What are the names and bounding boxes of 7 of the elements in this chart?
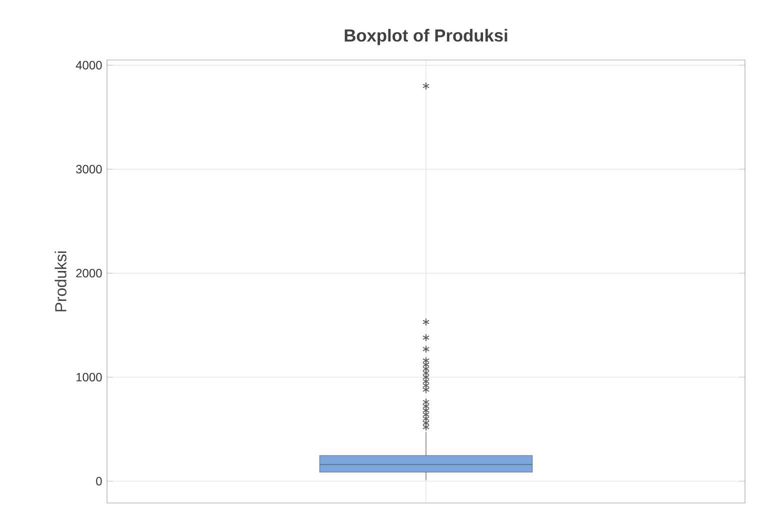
chart-title: Boxplot of Produksi — [344, 28, 508, 46]
y-tick-label: 4000 — [76, 60, 102, 70]
y-tick-label: 1000 — [76, 372, 102, 382]
y-axis-title: Produksi — [54, 251, 66, 312]
y-tick-label: 3000 — [76, 164, 102, 174]
y-tick-label: 0 — [96, 476, 102, 486]
y-tick-label: 2000 — [76, 268, 102, 278]
